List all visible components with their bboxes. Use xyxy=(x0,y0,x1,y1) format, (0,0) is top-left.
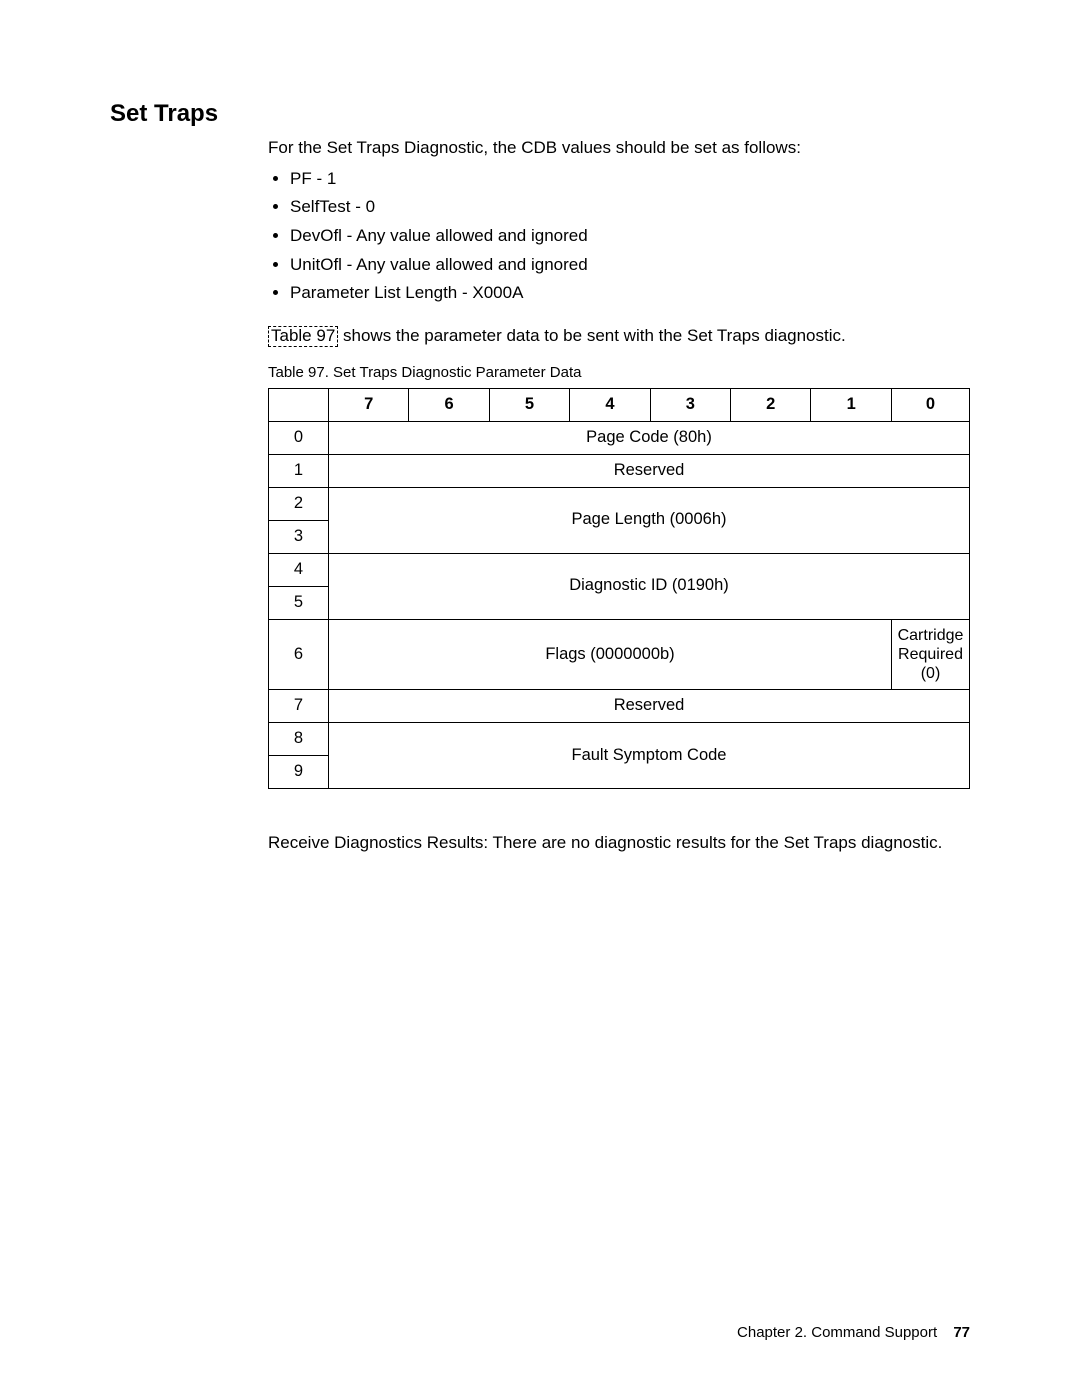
byte-index: 6 xyxy=(269,619,329,690)
list-item: Parameter List Length - X000A xyxy=(290,281,970,306)
byte-index: 9 xyxy=(269,756,329,789)
page: Set Traps For the Set Traps Diagnostic, … xyxy=(0,0,1080,1397)
table-link[interactable]: Table 97 xyxy=(268,326,338,347)
cell-page-code: Page Code (80h) xyxy=(329,422,970,455)
byte-index: 4 xyxy=(269,553,329,586)
table-row: 0 Page Code (80h) xyxy=(269,422,970,455)
byte-index: 8 xyxy=(269,723,329,756)
section-heading: Set Traps xyxy=(110,100,970,128)
bit-header: 5 xyxy=(489,389,569,422)
intro-text: For the Set Traps Diagnostic, the CDB va… xyxy=(268,136,970,161)
list-item: SelfTest - 0 xyxy=(290,195,970,220)
table-row: 8 Fault Symptom Code xyxy=(269,723,970,756)
byte-index: 1 xyxy=(269,455,329,488)
after-link-text: shows the parameter data to be sent with… xyxy=(338,326,845,345)
cell-reserved: Reserved xyxy=(329,455,970,488)
cell-page-length: Page Length (0006h) xyxy=(329,488,970,554)
cell-cartridge-required: Cartridge Required (0) xyxy=(892,619,970,690)
table-row: 2 Page Length (0006h) xyxy=(269,488,970,521)
table-row: 4 Diagnostic ID (0190h) xyxy=(269,553,970,586)
table-caption: Table 97. Set Traps Diagnostic Parameter… xyxy=(268,362,970,384)
list-item: UnitOfl - Any value allowed and ignored xyxy=(290,253,970,278)
cdb-values-list: PF - 1 SelfTest - 0 DevOfl - Any value a… xyxy=(268,167,970,306)
footer-page-number: 77 xyxy=(953,1324,970,1341)
byte-index: 2 xyxy=(269,488,329,521)
cell-diagnostic-id: Diagnostic ID (0190h) xyxy=(329,553,970,619)
bit-header: 7 xyxy=(329,389,409,422)
bit-header: 2 xyxy=(731,389,811,422)
bit-header: 3 xyxy=(650,389,730,422)
bit-header: 0 xyxy=(892,389,970,422)
byte-index: 3 xyxy=(269,520,329,553)
list-item: DevOfl - Any value allowed and ignored xyxy=(290,224,970,249)
cell-flags: Flags (0000000b) xyxy=(329,619,892,690)
table-row: 7 Reserved xyxy=(269,690,970,723)
header-empty xyxy=(269,389,329,422)
parameter-data-table: 7 6 5 4 3 2 1 0 0 Page Code (80h) 1 Rese… xyxy=(268,388,970,789)
page-footer: Chapter 2. Command Support 77 xyxy=(737,1324,970,1341)
bit-header: 4 xyxy=(570,389,650,422)
byte-index: 5 xyxy=(269,586,329,619)
results-paragraph: Receive Diagnostics Results: There are n… xyxy=(268,831,970,856)
table-row: 6 Flags (0000000b) Cartridge Required (0… xyxy=(269,619,970,690)
footer-chapter: Chapter 2. Command Support xyxy=(737,1324,937,1341)
byte-index: 7 xyxy=(269,690,329,723)
content-block: For the Set Traps Diagnostic, the CDB va… xyxy=(268,136,970,856)
table-reference-paragraph: Table 97 shows the parameter data to be … xyxy=(268,324,970,349)
cell-reserved: Reserved xyxy=(329,690,970,723)
list-item: PF - 1 xyxy=(290,167,970,192)
bit-header: 1 xyxy=(811,389,892,422)
table-header-row: 7 6 5 4 3 2 1 0 xyxy=(269,389,970,422)
byte-index: 0 xyxy=(269,422,329,455)
cell-fault-symptom-code: Fault Symptom Code xyxy=(329,723,970,789)
bit-header: 6 xyxy=(409,389,489,422)
table-row: 1 Reserved xyxy=(269,455,970,488)
